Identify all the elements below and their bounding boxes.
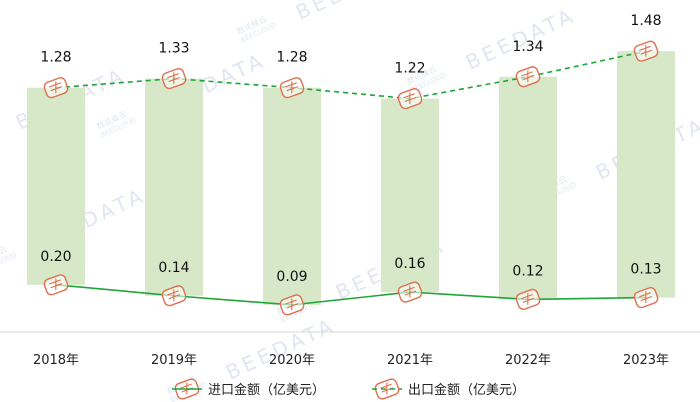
marker-glyph <box>521 293 535 305</box>
legend: 进口金额（亿美元） 出口金额（亿美元） <box>172 382 525 398</box>
import-point-marker <box>43 274 69 296</box>
import-data-label: 0.16 <box>394 256 425 272</box>
x-tick-label: 2021年 <box>387 353 433 368</box>
series-line-export <box>55 50 647 100</box>
x-tick-label: 2020年 <box>269 353 315 368</box>
marker-glyph <box>403 285 417 298</box>
export-data-label: 1.34 <box>512 39 543 55</box>
import-point-marker <box>515 288 541 310</box>
export-data-label: 1.48 <box>630 13 661 29</box>
marker-glyph <box>285 298 299 311</box>
bar-layer <box>27 51 675 305</box>
marker-glyph <box>49 81 63 94</box>
import-point-marker <box>633 287 659 309</box>
export-point-marker <box>43 77 69 99</box>
range-bar <box>617 51 675 298</box>
import-data-label: 0.09 <box>276 269 307 285</box>
import-point-marker <box>397 281 423 303</box>
range-bar <box>381 98 439 293</box>
marker-glyph <box>167 289 181 302</box>
marker-glyph <box>49 278 63 291</box>
import-data-label: 0.14 <box>158 260 189 276</box>
export-point-marker <box>161 68 187 90</box>
watermark-text: BEEDATA <box>222 313 340 385</box>
export-point-marker <box>279 77 305 99</box>
marker-glyph <box>403 92 417 105</box>
marker-glyph <box>639 291 653 303</box>
x-tick-label: 2019年 <box>151 353 197 368</box>
data-label-layer: 1.28 0.20 1.33 0.14 1.28 0.09 1.22 0.16 1.34 0.12… <box>40 13 661 285</box>
export-point-marker <box>633 40 659 62</box>
x-tick-label: 2022年 <box>505 353 551 368</box>
import-data-label: 0.13 <box>630 262 661 278</box>
range-bar <box>145 78 203 296</box>
import-point-marker <box>161 285 187 307</box>
marker-glyph <box>521 70 535 83</box>
import-point-marker <box>279 294 305 316</box>
legend-export-label: 出口金额（亿美元） <box>408 382 525 398</box>
import-data-label: 0.20 <box>40 249 71 265</box>
x-tick-label: 2023年 <box>623 353 669 368</box>
marker-glyph <box>285 81 299 94</box>
watermark-text: BEEDATA <box>292 0 410 25</box>
x-tick-layer: 2018年 2019年 2020年 2021年 2022年 2023年 <box>33 353 669 368</box>
range-bar <box>499 76 557 300</box>
legend-export-marker <box>374 378 400 400</box>
marker-layer <box>43 40 659 400</box>
marker-glyph <box>639 44 653 57</box>
export-data-label: 1.22 <box>394 61 425 77</box>
export-data-label: 1.28 <box>40 50 71 66</box>
legend-import-label: 进口金额（亿美元） <box>208 382 325 398</box>
range-bar <box>263 87 321 305</box>
export-data-label: 1.28 <box>276 50 307 66</box>
import-data-label: 0.12 <box>512 263 543 279</box>
series-line-layer <box>55 50 647 306</box>
marker-glyph <box>167 72 181 84</box>
export-point-marker <box>397 88 423 110</box>
export-point-marker <box>515 66 541 88</box>
series-line-import <box>55 284 647 306</box>
export-data-label: 1.33 <box>158 41 189 57</box>
range-bar <box>27 87 85 285</box>
x-tick-label: 2018年 <box>33 353 79 368</box>
